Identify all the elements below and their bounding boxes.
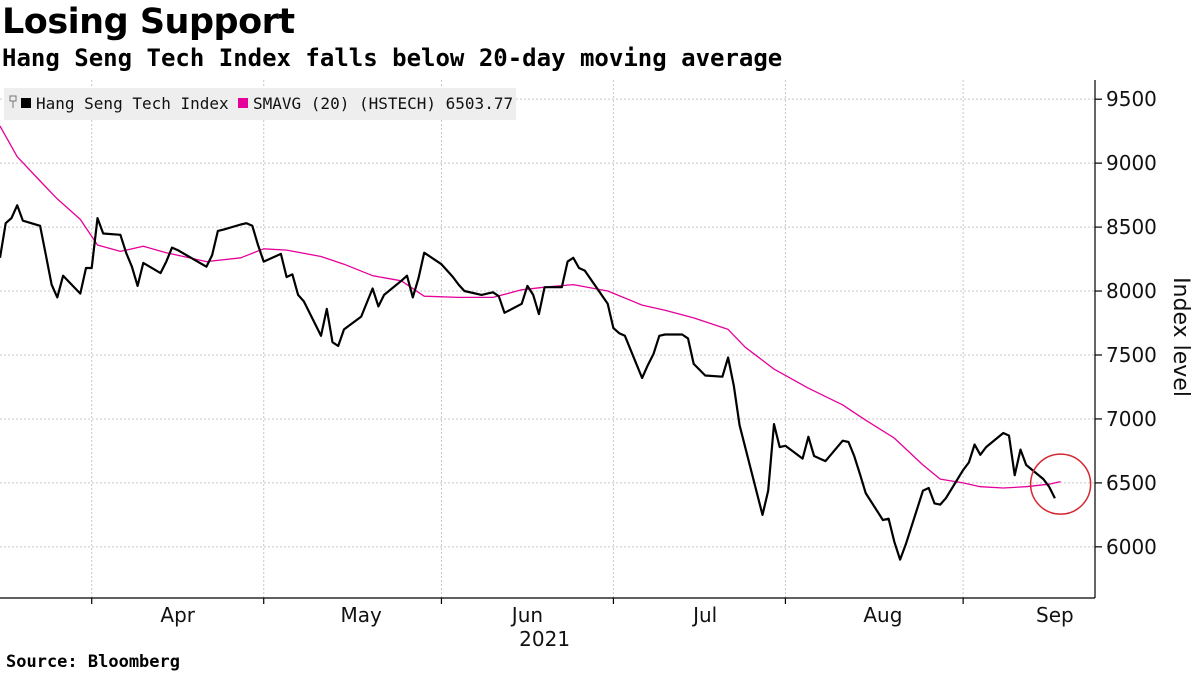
x-tick-label: Sep xyxy=(1036,603,1074,627)
x-tick-label: Jul xyxy=(691,603,717,627)
y-tick-label: 7500 xyxy=(1106,343,1157,367)
y-tick-label: 9000 xyxy=(1106,151,1157,175)
gridlines xyxy=(0,80,1095,598)
highlight-circle xyxy=(1029,453,1092,515)
series-line-sma xyxy=(0,125,1061,489)
y-axis-label: Index level xyxy=(1168,277,1193,397)
series-line-index xyxy=(0,204,1056,561)
legend-toggle-icon[interactable] xyxy=(9,95,17,108)
legend: Hang Seng Tech Index SMAVG (20) (HSTECH)… xyxy=(4,88,516,120)
legend-label-sma: SMAVG (20) (HSTECH) 6503.77 xyxy=(253,94,513,113)
legend-label-index: Hang Seng Tech Index xyxy=(36,94,229,113)
x-year-label: 2021 xyxy=(519,627,570,651)
series-lines xyxy=(0,125,1061,561)
legend-background xyxy=(4,88,516,120)
y-tick-labels: 6000 6500 7000 7500 8000 8500 9000 9500 xyxy=(1095,87,1157,559)
y-tick-label: 8500 xyxy=(1106,215,1157,239)
x-tick-label: May xyxy=(340,603,382,627)
x-tick-label: Jun xyxy=(510,603,543,627)
y-tick-label: 8000 xyxy=(1106,279,1157,303)
legend-swatch-index xyxy=(21,98,31,108)
y-tick-label: 6000 xyxy=(1106,535,1157,559)
y-tick-label: 9500 xyxy=(1106,87,1157,111)
chart-title: Losing Support xyxy=(2,2,295,42)
chart-subtitle: Hang Seng Tech Index falls below 20-day … xyxy=(2,44,783,72)
y-tick-label: 6500 xyxy=(1106,471,1157,495)
axes xyxy=(0,80,1096,599)
x-tick-labels: Apr May Jun Jul Aug Sep xyxy=(91,598,1074,627)
y-tick-label: 7000 xyxy=(1106,407,1157,431)
legend-swatch-sma xyxy=(238,98,248,108)
x-tick-label: Apr xyxy=(160,603,195,627)
source-note: Source: Bloomberg xyxy=(6,652,180,672)
x-tick-label: Aug xyxy=(863,603,902,627)
